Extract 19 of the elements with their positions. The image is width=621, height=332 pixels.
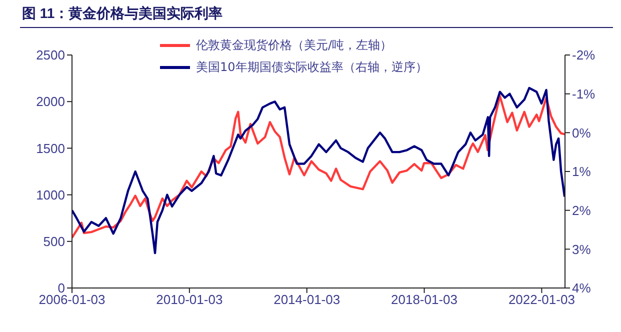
y-tick-label: 500 [43, 234, 65, 250]
legend-label: 伦敦黄金现货价格（美元/吨，左轴） [196, 36, 392, 54]
y-tick-label: 1000 [36, 187, 65, 202]
x-tick-label: 2014-01-03 [274, 292, 340, 308]
x-tick-label: 2022-01-03 [508, 292, 575, 308]
legend-label: 美国10年期国债实际收益率（右轴，逆序） [196, 58, 428, 76]
y2-tick-label: -1% [572, 86, 596, 102]
y2-tick-label: -2% [572, 48, 596, 63]
x-tick-label: 2018-01-03 [391, 292, 458, 308]
y2-tick-label: 0% [572, 125, 592, 140]
y-tick-label: 2500 [36, 48, 65, 63]
x-tick-label: 2010-01-03 [156, 292, 223, 308]
y-tick-label: 2000 [36, 94, 65, 110]
y2-tick-label: 1% [572, 164, 592, 180]
y-tick-label: 1500 [36, 140, 65, 156]
chart-title: 图 11：黄金价格与美国实际利率 [20, 5, 613, 28]
y2-tick-label: 2% [572, 202, 592, 218]
y2-tick-label: 3% [572, 242, 592, 257]
y2-tick-label: 4% [572, 280, 592, 296]
